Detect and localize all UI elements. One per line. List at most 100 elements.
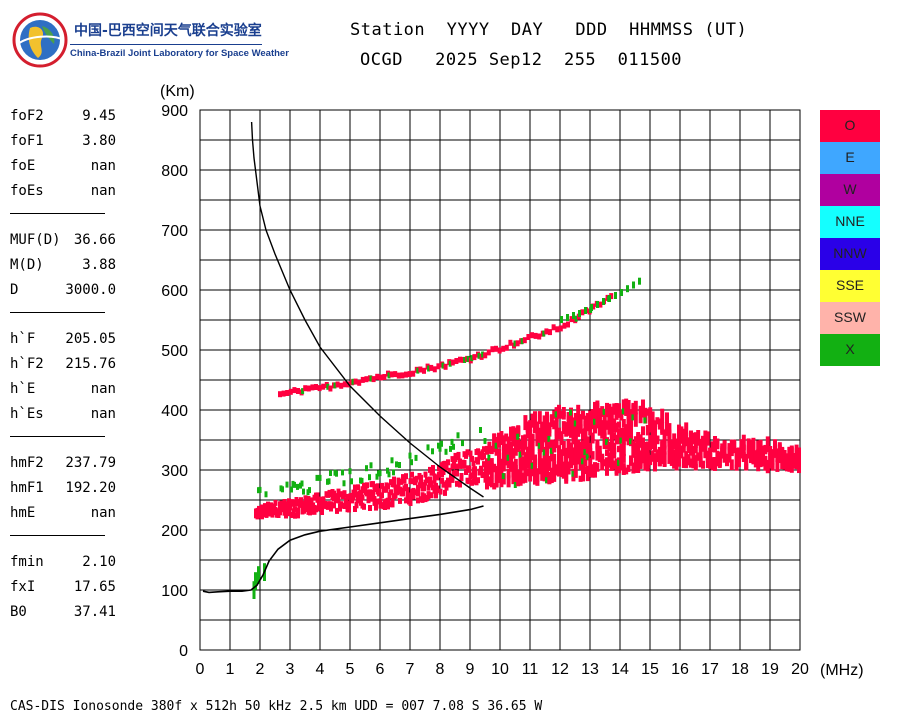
o-trace-point bbox=[328, 385, 333, 392]
o-trace-point bbox=[336, 497, 341, 504]
o-trace-point bbox=[576, 425, 581, 437]
o-trace-point bbox=[432, 366, 437, 373]
o-trace-point bbox=[533, 411, 537, 425]
o-trace-point bbox=[708, 447, 713, 455]
x-trace-point bbox=[643, 417, 647, 424]
o-trace-point bbox=[374, 504, 378, 511]
param-label: h`Es bbox=[10, 406, 44, 422]
o-trace-point bbox=[368, 505, 372, 511]
o-trace-point bbox=[381, 486, 386, 493]
o-trace-point bbox=[787, 447, 792, 461]
o-trace-point bbox=[626, 414, 631, 429]
x-trace-point bbox=[441, 362, 445, 369]
o-trace-point bbox=[371, 376, 376, 383]
logo-chinese-text: 中国-巴西空间天气联合实验室 bbox=[74, 23, 262, 39]
o-trace-point bbox=[777, 444, 782, 459]
o-trace-point bbox=[521, 456, 525, 471]
o-trace-point bbox=[590, 419, 595, 430]
x-tick-label: 18 bbox=[731, 661, 749, 678]
x-tick-label: 13 bbox=[581, 661, 599, 678]
param-row: M(D) 3.88 bbox=[10, 257, 120, 282]
param-row: foF1 3.80 bbox=[10, 133, 120, 158]
param-row: MUF(D) 36.66 bbox=[10, 232, 120, 257]
param-label: hmF1 bbox=[10, 480, 44, 496]
o-trace-point bbox=[650, 411, 655, 427]
o-trace-point bbox=[782, 457, 787, 467]
o-trace-point bbox=[354, 491, 359, 498]
o-trace-point bbox=[605, 420, 609, 430]
o-trace-point bbox=[444, 464, 449, 471]
param-row: hmF2 237.79 bbox=[10, 455, 120, 480]
o-trace-point bbox=[648, 435, 653, 451]
profile-curve-line bbox=[250, 121, 484, 498]
o-trace-point bbox=[533, 423, 537, 434]
o-trace-point bbox=[356, 484, 360, 491]
o-trace-point bbox=[686, 454, 691, 463]
x-trace-point bbox=[626, 285, 629, 293]
o-trace-point bbox=[508, 339, 513, 346]
o-trace-point bbox=[552, 420, 557, 430]
o-trace-point bbox=[679, 445, 684, 459]
o-trace-point bbox=[768, 446, 773, 456]
o-trace-point bbox=[288, 504, 293, 511]
x-trace-point bbox=[387, 471, 391, 478]
o-trace-point bbox=[653, 421, 657, 432]
o-trace-point bbox=[614, 461, 619, 470]
o-trace-point bbox=[418, 366, 423, 373]
o-trace-point bbox=[411, 370, 416, 377]
o-trace-point bbox=[602, 432, 607, 447]
o-trace-point bbox=[763, 455, 768, 471]
x-trace-point bbox=[438, 445, 442, 452]
o-trace-point bbox=[408, 478, 413, 485]
o-trace-point bbox=[741, 452, 746, 463]
x-trace-point bbox=[614, 292, 617, 299]
o-trace-point bbox=[468, 450, 473, 457]
param-label: foF2 bbox=[10, 108, 44, 124]
o-trace-point bbox=[595, 462, 600, 472]
o-trace-point bbox=[552, 467, 557, 482]
o-trace-point bbox=[506, 475, 511, 488]
o-trace-point bbox=[487, 459, 492, 470]
x-trace-point bbox=[596, 301, 599, 308]
o-trace-point bbox=[455, 470, 459, 477]
o-trace-point bbox=[432, 473, 437, 480]
o-trace-point bbox=[480, 472, 485, 478]
o-trace-point bbox=[617, 432, 621, 442]
o-trace-point bbox=[377, 488, 381, 495]
o-trace-point bbox=[511, 461, 516, 470]
x-trace-point bbox=[257, 573, 260, 581]
x-axis-label: (MHz) bbox=[820, 662, 864, 679]
o-trace-point bbox=[667, 429, 672, 443]
o-trace-point bbox=[566, 412, 571, 427]
o-trace-point bbox=[633, 400, 638, 415]
o-trace-point bbox=[552, 453, 557, 462]
x-trace-point bbox=[629, 438, 632, 445]
o-trace-point bbox=[472, 354, 477, 361]
o-trace-point bbox=[499, 431, 504, 446]
o-trace-point bbox=[533, 332, 538, 339]
o-trace-point bbox=[504, 444, 509, 458]
x-trace-point bbox=[257, 577, 260, 584]
param-value: 205.05 bbox=[65, 331, 116, 347]
o-trace-point bbox=[407, 371, 412, 378]
o-trace-point bbox=[456, 454, 461, 461]
o-trace-point bbox=[576, 404, 581, 421]
o-trace-point bbox=[446, 459, 450, 466]
param-label: fmin bbox=[10, 554, 44, 570]
o-trace-point bbox=[272, 503, 276, 510]
x-trace-point bbox=[547, 435, 551, 442]
o-trace-point bbox=[525, 469, 530, 477]
o-trace-point bbox=[522, 337, 527, 344]
o-trace-point bbox=[626, 400, 631, 416]
x-trace-point bbox=[456, 432, 460, 439]
x-trace-point bbox=[426, 444, 430, 451]
header-line-2: OCGD 2025 Sep12 255 011500 bbox=[360, 50, 683, 70]
o-trace-point bbox=[438, 488, 443, 495]
o-trace-point bbox=[535, 421, 540, 434]
o-trace-point bbox=[761, 445, 765, 452]
o-trace-point bbox=[540, 458, 545, 469]
o-trace-point bbox=[600, 455, 605, 464]
o-trace-point bbox=[464, 452, 468, 459]
o-trace-point bbox=[571, 447, 576, 463]
o-trace-point bbox=[422, 485, 426, 492]
